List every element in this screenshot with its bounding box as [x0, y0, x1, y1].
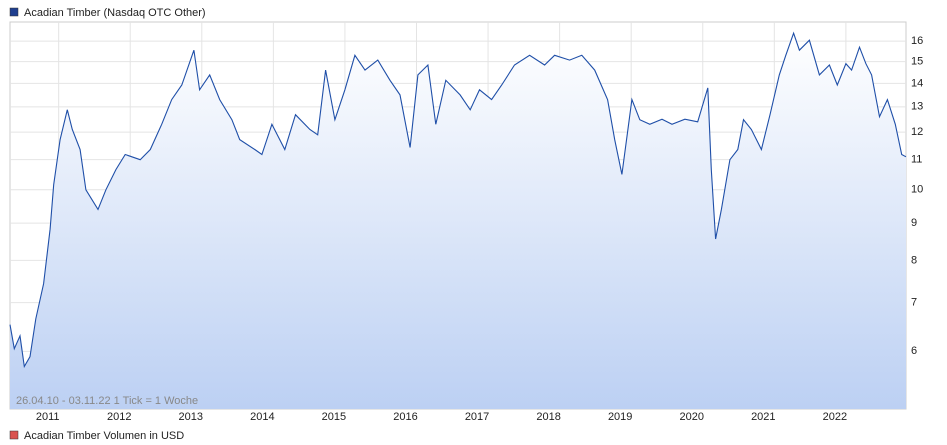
y-tick-label: 11 [911, 154, 922, 166]
x-tick-label: 2012 [107, 411, 131, 423]
legend-label: Acadian Timber (Nasdaq OTC Other) [24, 7, 206, 19]
legend-swatch [9, 7, 19, 17]
price-line [9, 31, 907, 369]
plot [9, 31, 907, 409]
y-tick-label: 10 [911, 184, 923, 196]
y-tick-label: 12 [911, 126, 923, 138]
y-tick-label: 14 [911, 77, 923, 89]
x-tick-label: 2015 [322, 411, 346, 423]
x-tick-label: 2016 [393, 411, 417, 423]
legend-label: Acadian Timber Volumen in USD [24, 430, 184, 442]
date-range-note: 26.04.10 - 03.11.22 1 Tick = 1 Woche [16, 395, 198, 407]
y-tick-label: 6 [911, 345, 917, 357]
y-tick-label: 9 [911, 217, 917, 229]
x-tick-label: 2021 [751, 411, 775, 423]
area [10, 33, 906, 409]
y-tick-label: 15 [911, 55, 923, 67]
x-tick-label: 2014 [250, 411, 274, 423]
y-tick-label: 16 [911, 35, 923, 47]
y-tick-label: 8 [911, 254, 917, 266]
legend-swatch [9, 430, 19, 440]
x-tick-label: 2022 [823, 411, 847, 423]
x-tick-label: 2011 [36, 411, 60, 423]
x-tick-label: 2018 [536, 411, 560, 423]
x-tick-label: 2013 [179, 411, 203, 423]
x-tick-label: 2017 [465, 411, 489, 423]
x-tick-label: 2020 [680, 411, 704, 423]
x-tick-label: 2019 [608, 411, 632, 423]
y-tick-label: 7 [911, 297, 917, 309]
y-tick-label: 13 [911, 101, 923, 113]
